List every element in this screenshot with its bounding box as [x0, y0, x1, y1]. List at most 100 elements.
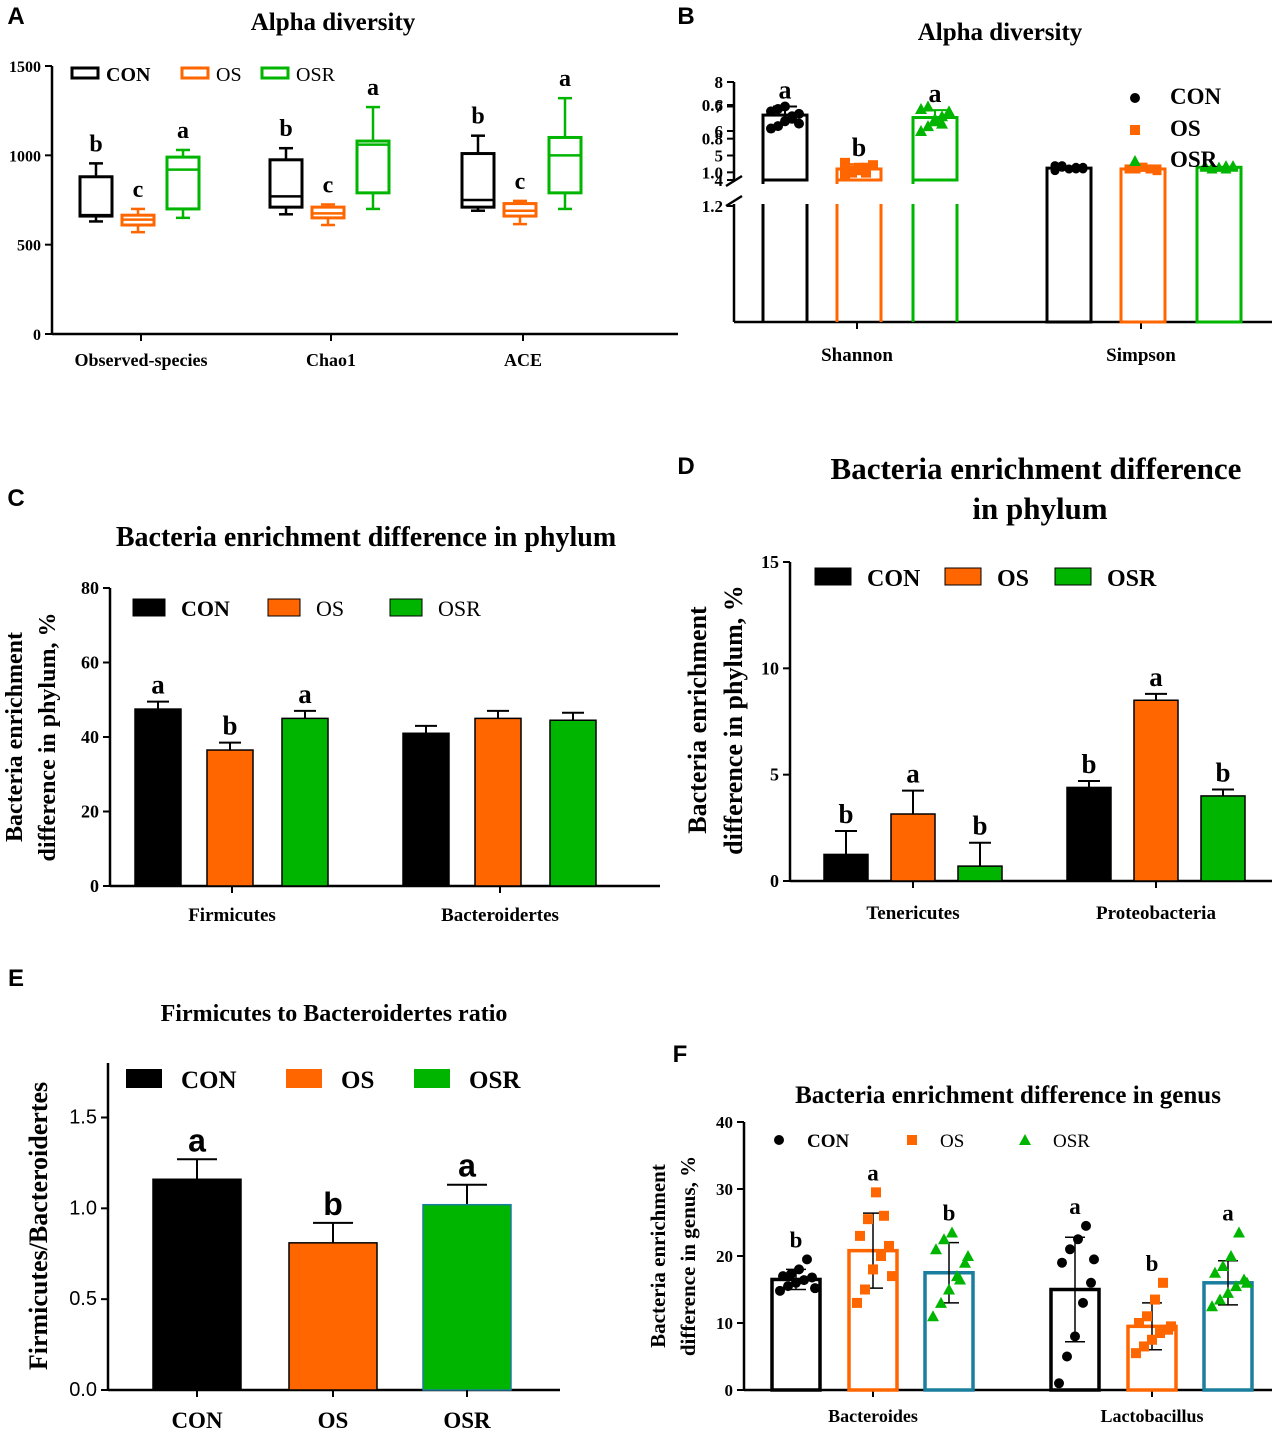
significance-letter: b — [471, 104, 484, 130]
data-point — [1057, 1257, 1067, 1268]
legend-swatch-os — [286, 1069, 322, 1088]
data-point — [1057, 161, 1067, 171]
bar-osr-0: b — [923, 1201, 975, 1392]
bar-con-0: b — [823, 799, 869, 882]
legend-marker-osr — [1129, 155, 1141, 166]
data-point — [936, 117, 948, 129]
significance-letter: b — [972, 811, 987, 841]
bar — [422, 1203, 512, 1391]
bar — [288, 1242, 378, 1391]
y-tick-label: 30 — [716, 1180, 733, 1199]
significance-letter: a — [151, 670, 165, 700]
data-point — [884, 1240, 894, 1251]
y-tick-label: 4 — [715, 171, 724, 190]
significance-letter: a — [177, 118, 189, 144]
data-point — [1078, 164, 1088, 174]
y-tick-label: 10 — [761, 658, 779, 678]
data-point — [1050, 166, 1060, 176]
panel-e-chart: E Firmicutes to Bacteroidertes ratio 0.0 0.… — [8, 965, 560, 1430]
y-axis-title: Bacteria enrichment — [2, 632, 28, 842]
bar — [770, 1277, 822, 1392]
bar — [1200, 795, 1246, 882]
panel-label: F — [673, 1041, 688, 1068]
legend-label-con: CON — [181, 596, 230, 621]
significance-letter: b — [943, 1201, 956, 1226]
data-point — [1233, 1226, 1245, 1238]
bar-osr: a — [422, 1148, 512, 1391]
x-tick-label: Firmicutes — [188, 905, 276, 926]
data-point — [1142, 1311, 1152, 1322]
chart-title: in phylum — [972, 491, 1107, 526]
significance-letter: a — [559, 66, 571, 92]
bar-os-1: a — [1133, 662, 1179, 882]
bar-osr-1 — [549, 711, 597, 887]
data-point — [1131, 164, 1141, 174]
panel-label: C — [7, 485, 24, 512]
data-point — [929, 112, 941, 124]
data-point — [1152, 164, 1162, 174]
significance-letter: b — [790, 1227, 803, 1252]
legend-label-os: OS — [316, 596, 344, 621]
box — [78, 175, 114, 218]
legend-label-con: CON — [1170, 84, 1222, 109]
data-point — [1145, 164, 1155, 174]
y-tick-label: 1.0 — [702, 163, 723, 182]
y-tick-label: 80 — [81, 578, 99, 598]
legend-marker-con — [1130, 93, 1140, 103]
data-point — [1070, 1331, 1080, 1342]
x-tick-label: Bacteroides — [828, 1406, 918, 1426]
box-con-2: b — [460, 104, 496, 212]
data-point — [786, 1269, 796, 1280]
legend-label-osr: OSR — [1170, 147, 1218, 172]
bar-os-1 — [474, 709, 522, 887]
box-osr-0: a — [165, 118, 201, 220]
data-point — [854, 162, 864, 173]
bar-lower — [1045, 166, 1093, 324]
box — [268, 158, 304, 209]
data-point — [860, 1284, 870, 1295]
data-point — [807, 1272, 817, 1283]
legend-marker-os — [1130, 125, 1140, 135]
legend-swatch-os — [267, 598, 301, 617]
chart-title: Bacteria enrichment difference — [831, 451, 1242, 486]
data-point — [1073, 1234, 1083, 1245]
data-point — [1139, 1341, 1149, 1352]
bar-con-1: a — [1049, 1194, 1101, 1392]
box — [460, 152, 496, 209]
data-point — [810, 1283, 820, 1294]
bar-osr-0: a — [281, 679, 329, 887]
legend-swatch-osr — [1054, 567, 1092, 586]
box-osr-1: a — [355, 75, 391, 211]
legend-swatch-os — [180, 66, 210, 80]
y-tick-label: 7 — [715, 98, 724, 117]
x-tick-label: Bacteroidertes — [441, 905, 559, 926]
data-point — [1220, 160, 1232, 171]
y-tick-label: 0 — [90, 876, 99, 896]
data-point — [1214, 1293, 1226, 1305]
data-point — [794, 118, 804, 129]
legend-swatch-con — [814, 567, 852, 586]
axis-break — [725, 194, 743, 208]
bar — [402, 732, 450, 887]
legend-swatch-osr — [414, 1069, 450, 1088]
y-tick-label: 0.0 — [69, 1379, 97, 1401]
data-point — [778, 1271, 788, 1282]
significance-letter: a — [188, 1122, 206, 1158]
bar-os-0: a — [847, 1160, 899, 1392]
data-point — [954, 1273, 966, 1285]
x-tick-label: Lactobacillus — [1100, 1406, 1203, 1426]
data-point — [799, 1275, 809, 1286]
panel-c-chart: C Bacteria enrichment difference in phylu… — [2, 485, 660, 926]
significance-letter: c — [515, 169, 526, 195]
box-con-1: b — [268, 116, 304, 216]
legend-label-con: CON — [867, 566, 921, 592]
box — [547, 135, 583, 195]
bar-os-1: b — [1126, 1251, 1178, 1392]
bar — [206, 749, 254, 887]
y-tick-label: 6 — [715, 122, 724, 141]
data-point — [871, 1187, 881, 1198]
data-point — [1150, 1294, 1160, 1305]
data-point — [930, 1243, 942, 1255]
box — [165, 155, 201, 211]
